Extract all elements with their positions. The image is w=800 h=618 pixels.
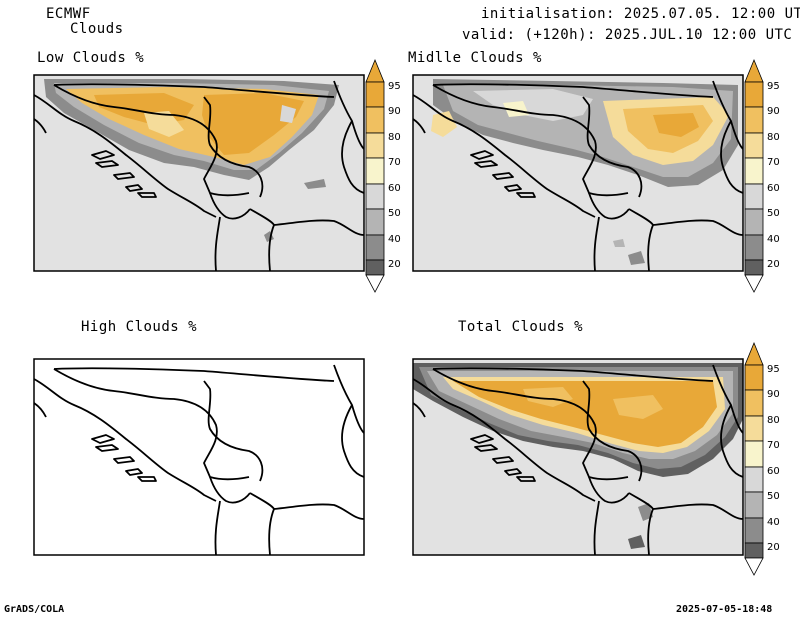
cb-mid-20: 20 [767, 259, 780, 270]
mid-clouds-map [412, 74, 744, 272]
model-label: ECMWF [46, 6, 91, 22]
field-label: Clouds [70, 21, 124, 37]
total-clouds-map [412, 358, 744, 556]
cb-total-20: 20 [767, 542, 780, 553]
high-clouds-map [33, 358, 365, 556]
cb-low-50: 50 [388, 208, 401, 219]
footer-timestamp: 2025-07-05-18:48 [676, 604, 773, 615]
colorbar-low [365, 59, 385, 293]
cb-total-40: 40 [767, 517, 780, 528]
low-clouds-title: Low Clouds % [37, 50, 145, 66]
cb-total-90: 90 [767, 389, 780, 400]
cb-mid-80: 80 [767, 132, 780, 143]
mid-clouds-title: Midlle Clouds % [408, 50, 542, 66]
cb-total-80: 80 [767, 415, 780, 426]
high-clouds-title: High Clouds % [81, 319, 198, 335]
cb-total-70: 70 [767, 440, 780, 451]
cb-low-80: 80 [388, 132, 401, 143]
cb-low-70: 70 [388, 157, 401, 168]
cb-low-90: 90 [388, 106, 401, 117]
cb-total-95: 95 [767, 364, 780, 375]
init-time: initialisation: 2025.07.05. 12:00 UTC [481, 6, 800, 22]
footer-software: GrADS/COLA [4, 604, 65, 615]
cb-mid-40: 40 [767, 234, 780, 245]
cb-mid-90: 90 [767, 106, 780, 117]
total-clouds-title: Total Clouds % [458, 319, 584, 335]
valid-time: valid: (+120h): 2025.JUL.10 12:00 UTC [462, 27, 793, 43]
low-clouds-map [33, 74, 365, 272]
cb-low-60: 60 [388, 183, 401, 194]
cb-mid-70: 70 [767, 157, 780, 168]
high-map-background [34, 359, 364, 555]
cb-total-60: 60 [767, 466, 780, 477]
cb-mid-60: 60 [767, 183, 780, 194]
cb-total-50: 50 [767, 491, 780, 502]
cb-low-20: 20 [388, 259, 401, 270]
colorbar-total [744, 342, 764, 576]
cb-mid-50: 50 [767, 208, 780, 219]
cb-low-95: 95 [388, 81, 401, 92]
cb-mid-95: 95 [767, 81, 780, 92]
colorbar-mid [744, 59, 764, 293]
cb-low-40: 40 [388, 234, 401, 245]
colorbar-labels: 95 90 80 70 60 50 40 20 95 90 80 70 60 5… [388, 81, 780, 553]
